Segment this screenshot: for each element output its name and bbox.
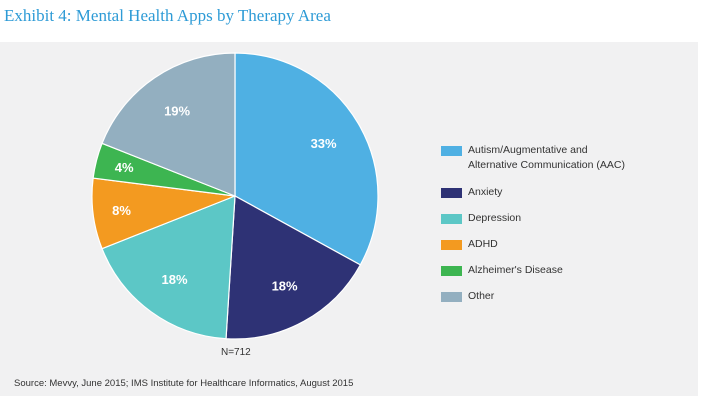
- pie-chart: 33% 18% 18% 8% 4% 19%: [91, 52, 379, 340]
- legend-item-alzheimer-s-disease: Alzheimer's Disease: [441, 263, 563, 278]
- legend-label-line: Anxiety: [468, 186, 503, 198]
- legend-swatch: [441, 188, 462, 198]
- legend-label-line: Depression: [468, 212, 522, 224]
- chart-panel: 33% 18% 18% 8% 4% 19% Autism/Augmentative and…: [0, 42, 698, 396]
- slice-label-other: 19%: [164, 103, 190, 118]
- legend-swatch: [441, 292, 462, 302]
- pie-slice-anxiety: [225, 195, 362, 340]
- legend-label-line: Other: [468, 290, 495, 302]
- sample-size-label: N=712: [221, 347, 251, 358]
- slice-label-adhd: 8%: [112, 203, 131, 218]
- legend-item-adhd: ADHD: [441, 237, 498, 252]
- pie-slice-autism-augmentative-and-alternative-communication-aac: [234, 52, 379, 266]
- pie-slice-other: [101, 52, 236, 197]
- legend-swatch: [441, 240, 462, 250]
- slice-label-autism-augmentative-and-alternative-communication-aac: 33%: [311, 136, 337, 151]
- legend-item-anxiety: Anxiety: [441, 185, 502, 200]
- pie-slice-depression: [101, 195, 236, 340]
- source-note: Source: Mevvy, June 2015; IMS Institute …: [14, 378, 354, 389]
- legend-swatch: [441, 146, 462, 156]
- legend-label-line: Alzheimer's Disease: [468, 264, 563, 276]
- legend-item-depression: Depression: [441, 211, 521, 226]
- legend-label: Anxiety: [468, 185, 502, 200]
- legend-label: Alzheimer's Disease: [468, 263, 563, 278]
- legend-swatch: [441, 214, 462, 224]
- legend-label: Other: [468, 289, 494, 304]
- legend-item-other: Other: [441, 289, 494, 304]
- legend-label: ADHD: [468, 237, 498, 252]
- slice-label-depression: 18%: [161, 272, 187, 287]
- slice-label-alzheimer-s-disease: 4%: [115, 160, 134, 175]
- legend-label: Autism/Augmentative and Alternative Commu…: [468, 143, 625, 173]
- legend-item-autism-augmentative-and-alternative-communication-aac: Autism/Augmentative and Alternative Commu…: [441, 143, 625, 173]
- legend-label-line: Alternative Communication (AAC): [468, 159, 625, 171]
- legend-swatch: [441, 266, 462, 276]
- slice-label-anxiety: 18%: [272, 279, 298, 294]
- legend-label: Depression: [468, 211, 521, 226]
- legend-label-line: ADHD: [468, 238, 498, 250]
- legend-label-line: Autism/Augmentative and: [468, 144, 588, 156]
- exhibit-title: Exhibit 4: Mental Health Apps by Therapy…: [4, 6, 331, 25]
